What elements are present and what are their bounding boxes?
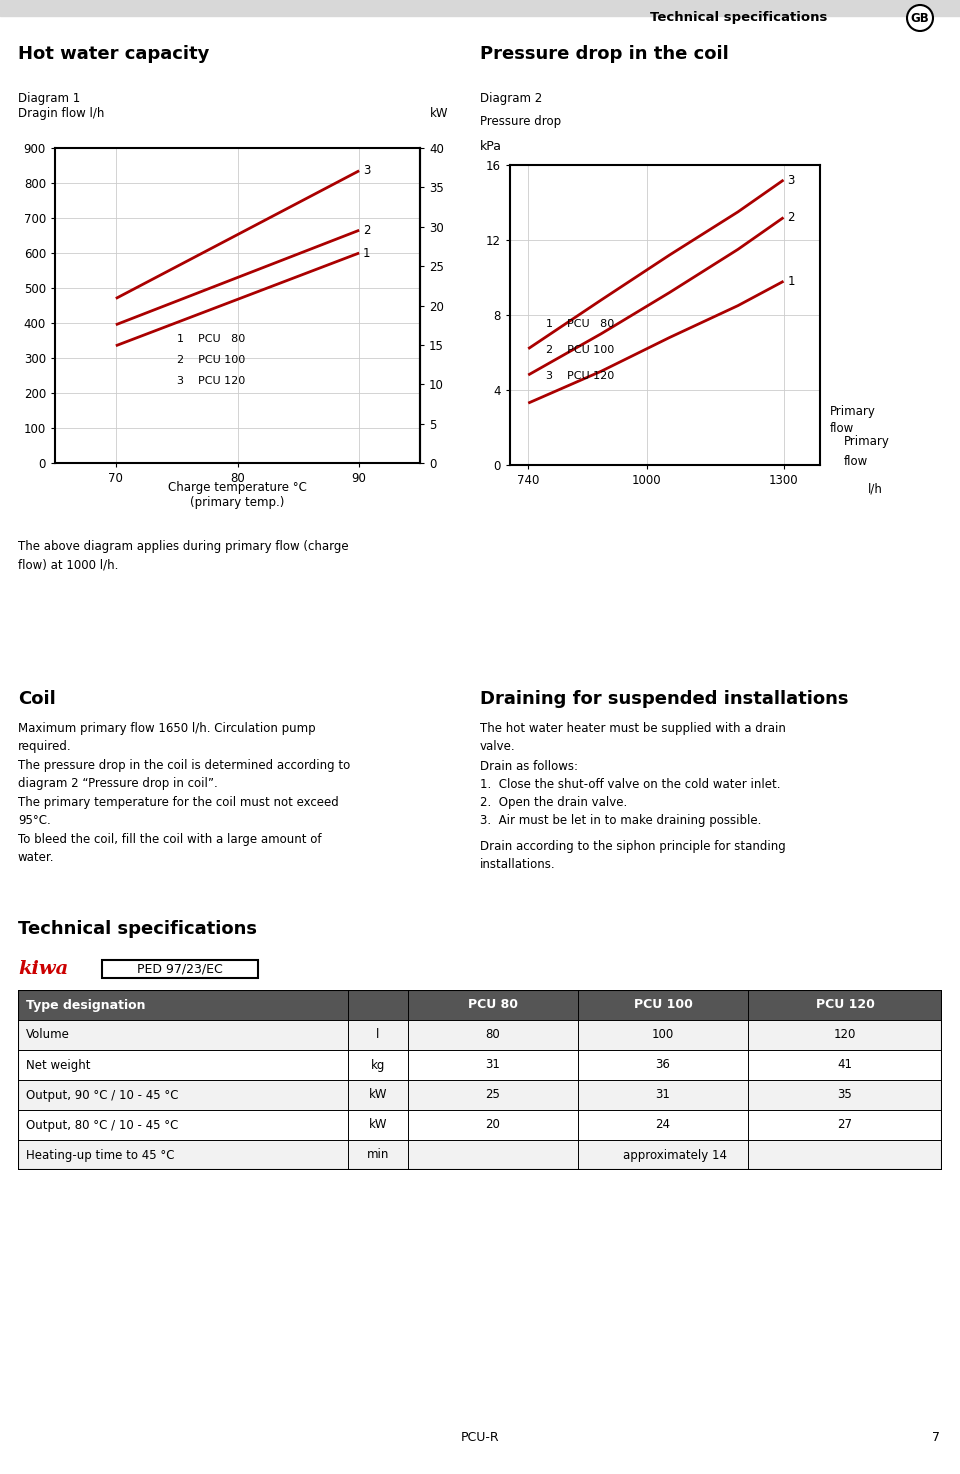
Text: PCU 100: PCU 100 <box>634 998 692 1011</box>
Text: kiwa: kiwa <box>18 960 68 979</box>
Text: 7: 7 <box>932 1431 940 1445</box>
Circle shape <box>907 4 933 31</box>
Text: GB: GB <box>911 12 929 25</box>
Text: 20: 20 <box>486 1119 500 1132</box>
Text: kW: kW <box>430 108 448 119</box>
Text: 31: 31 <box>486 1058 500 1072</box>
Text: (primary temp.): (primary temp.) <box>190 495 285 509</box>
Text: 1    PCU   80: 1 PCU 80 <box>546 318 614 329</box>
Text: 3    PCU 120: 3 PCU 120 <box>546 371 614 382</box>
Text: 2: 2 <box>787 211 795 224</box>
Text: 80: 80 <box>486 1029 500 1042</box>
Text: Drain as follows:: Drain as follows: <box>480 761 578 772</box>
Text: kg: kg <box>371 1058 385 1072</box>
Text: Drain according to the siphon principle for standing
installations.: Drain according to the siphon principle … <box>480 840 785 871</box>
Text: Coil: Coil <box>18 690 56 708</box>
Text: 100: 100 <box>652 1029 674 1042</box>
Text: kW: kW <box>369 1088 387 1101</box>
Text: Pressure drop in the coil: Pressure drop in the coil <box>480 46 729 63</box>
Text: The primary temperature for the coil must not exceed
95°C.: The primary temperature for the coil mus… <box>18 796 339 827</box>
Text: 120: 120 <box>834 1029 856 1042</box>
Text: To bleed the coil, fill the coil with a large amount of
water.: To bleed the coil, fill the coil with a … <box>18 833 322 864</box>
Text: 1: 1 <box>787 274 795 287</box>
Text: Primary: Primary <box>844 435 890 448</box>
Text: 1.  Close the shut-off valve on the cold water inlet.: 1. Close the shut-off valve on the cold … <box>480 778 780 792</box>
Text: flow: flow <box>844 455 869 469</box>
Text: Output, 90 °C / 10 - 45 °C: Output, 90 °C / 10 - 45 °C <box>26 1088 179 1101</box>
Text: 36: 36 <box>656 1058 670 1072</box>
Text: 3    PCU 120: 3 PCU 120 <box>177 376 245 386</box>
Text: 1    PCU   80: 1 PCU 80 <box>177 333 245 343</box>
Text: PCU-R: PCU-R <box>461 1431 499 1445</box>
Text: Charge temperature °C: Charge temperature °C <box>168 481 307 494</box>
Text: Output, 80 °C / 10 - 45 °C: Output, 80 °C / 10 - 45 °C <box>26 1119 179 1132</box>
Text: Heating-up time to 45 °C: Heating-up time to 45 °C <box>26 1148 175 1162</box>
Text: l: l <box>376 1029 380 1042</box>
Bar <box>18 1139 942 1170</box>
Text: 2: 2 <box>363 224 371 237</box>
Text: Technical specifications: Technical specifications <box>650 12 828 25</box>
Text: kW: kW <box>369 1119 387 1132</box>
Text: Maximum primary flow 1650 l/h. Circulation pump
required.: Maximum primary flow 1650 l/h. Circulati… <box>18 722 316 753</box>
Text: 3.  Air must be let in to make draining possible.: 3. Air must be let in to make draining p… <box>480 814 761 827</box>
Text: Technical specifications: Technical specifications <box>18 920 257 937</box>
Text: Hot water capacity: Hot water capacity <box>18 46 209 63</box>
Text: l/h: l/h <box>868 483 882 495</box>
Text: Volume: Volume <box>26 1029 70 1042</box>
Bar <box>18 1049 942 1080</box>
Text: Draining for suspended installations: Draining for suspended installations <box>480 690 849 708</box>
Bar <box>18 991 942 1020</box>
Text: 2    PCU 100: 2 PCU 100 <box>177 355 245 364</box>
Text: The above diagram applies during primary flow (charge
flow) at 1000 l/h.: The above diagram applies during primary… <box>18 539 348 570</box>
Text: 2    PCU 100: 2 PCU 100 <box>546 345 614 355</box>
Text: min: min <box>367 1148 389 1162</box>
Text: PED 97/23/EC: PED 97/23/EC <box>137 963 223 976</box>
Text: 41: 41 <box>837 1058 852 1072</box>
Text: 3: 3 <box>787 174 795 187</box>
Text: 35: 35 <box>838 1088 852 1101</box>
Text: Diagram 2: Diagram 2 <box>480 91 542 105</box>
Text: kPa: kPa <box>480 140 502 153</box>
Text: Diagram 1: Diagram 1 <box>18 91 81 105</box>
Bar <box>18 1020 942 1049</box>
Text: 25: 25 <box>486 1088 500 1101</box>
Text: PCU 120: PCU 120 <box>816 998 875 1011</box>
Bar <box>0 0 960 16</box>
Bar <box>18 1080 942 1110</box>
Text: Net weight: Net weight <box>26 1058 90 1072</box>
Text: 3: 3 <box>363 164 371 177</box>
Text: 31: 31 <box>656 1088 670 1101</box>
Text: The pressure drop in the coil is determined according to
diagram 2 “Pressure dro: The pressure drop in the coil is determi… <box>18 759 350 790</box>
Text: 2.  Open the drain valve.: 2. Open the drain valve. <box>480 796 627 809</box>
Text: 24: 24 <box>656 1119 670 1132</box>
Text: PCU 80: PCU 80 <box>468 998 518 1011</box>
Text: Primary
flow: Primary flow <box>830 405 876 435</box>
Bar <box>102 960 258 979</box>
Text: The hot water heater must be supplied with a drain
valve.: The hot water heater must be supplied wi… <box>480 722 786 753</box>
Text: 1: 1 <box>363 246 371 259</box>
Text: approximately 14: approximately 14 <box>623 1148 727 1162</box>
Text: Dragin flow l/h: Dragin flow l/h <box>18 108 105 119</box>
Text: Pressure drop: Pressure drop <box>480 115 562 128</box>
Text: Type designation: Type designation <box>26 998 146 1011</box>
Bar <box>18 1110 942 1139</box>
Text: 27: 27 <box>837 1119 852 1132</box>
